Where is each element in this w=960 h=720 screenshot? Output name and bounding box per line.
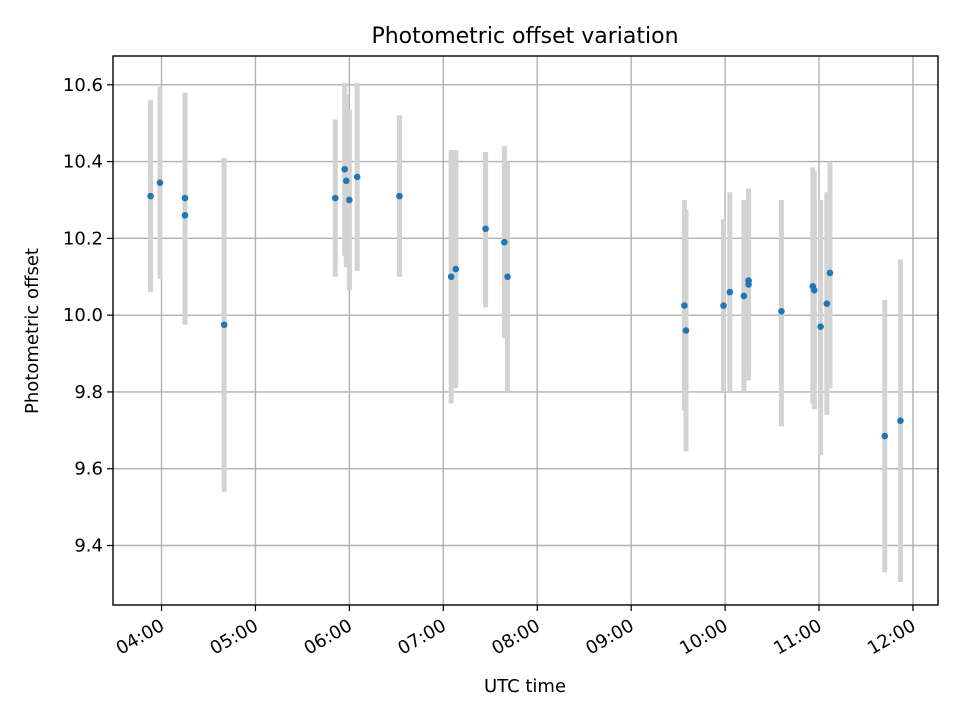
chart-title: Photometric offset variation [371,24,678,49]
data-point [811,286,818,294]
data-point [817,323,824,330]
x-tick-label: 10:00 [676,615,731,659]
plot-frame [112,55,939,606]
data-points [147,165,904,440]
x-tick-label: 08:00 [488,615,543,659]
data-point [482,225,489,233]
x-tick-label: 11:00 [770,615,825,659]
data-point [341,165,348,173]
data-point [897,417,904,425]
y-tick-label: 10.2 [63,228,103,249]
data-point [504,273,511,281]
data-point [881,432,889,440]
data-point [342,177,350,185]
y-tick-label: 9.6 [74,459,103,480]
data-point [220,321,228,329]
y-tick-label: 9.4 [74,535,103,556]
data-point [447,273,455,281]
data-point [740,292,748,300]
data-point [826,269,834,277]
data-point [181,194,189,202]
data-point [501,238,508,246]
x-tick-label: 07:00 [394,615,449,659]
data-point [745,281,752,288]
data-point [353,173,361,181]
x-tick-label: 12:00 [864,615,919,659]
data-point [681,302,688,309]
data-point [720,302,727,309]
x-tick-label: 09:00 [582,615,637,659]
x-tick-label: 04:00 [113,615,168,659]
y-tick-label: 10.4 [63,152,103,173]
data-point [156,179,164,186]
data-point [682,327,690,334]
y-tick-label: 9.8 [74,382,103,403]
grid [113,56,938,605]
data-point [452,265,460,273]
x-tick-label: 06:00 [300,615,355,659]
data-point [147,192,154,200]
y-axis-label: Photometric offset [22,248,43,414]
data-point [823,300,831,307]
x-axis: 04:00 05:00 06:00 07:00 08:00 09:00 10:00 11:00… [113,605,919,659]
y-tick-label: 10.6 [63,75,103,96]
data-point [726,288,734,296]
data-point [331,194,339,202]
data-point [346,196,353,204]
x-axis-label: UTC time [484,676,566,697]
x-tick-label: 05:00 [207,615,262,659]
error-bars [148,82,903,582]
y-tick-label: 10.0 [63,305,103,326]
y-axis: 9.4 9.6 9.8 10.0 10.2 10.4 10.6 [63,75,113,556]
data-point [778,308,785,315]
data-point [396,192,403,200]
data-point [181,212,189,219]
